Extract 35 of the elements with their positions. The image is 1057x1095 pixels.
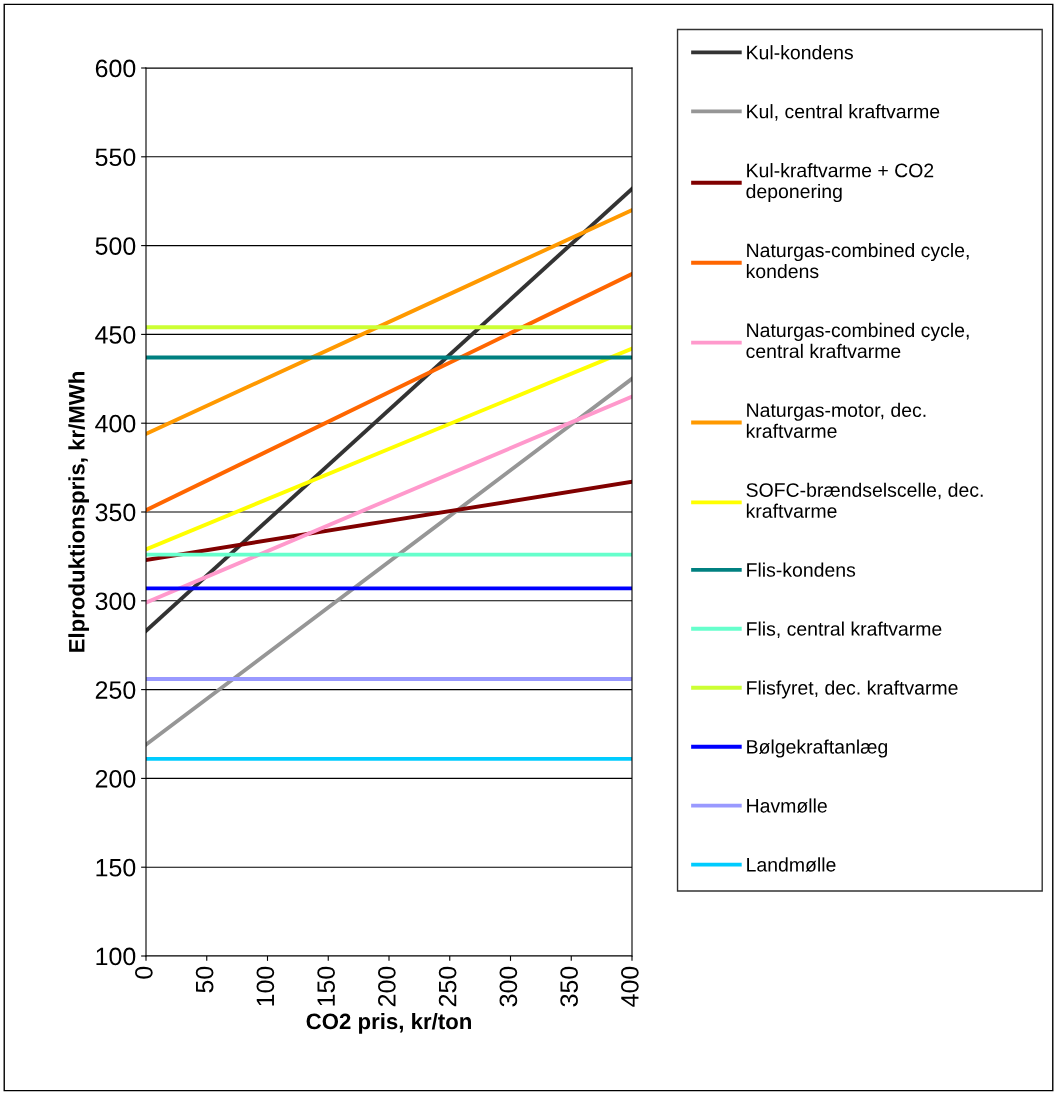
legend-label: Flisfyret, dec. kraftvarme [747, 680, 958, 699]
legend-label: Kul-kraftvarme + CO2 deponering [746, 163, 934, 203]
y-tick-label: 150 [96, 858, 136, 877]
legend-label: Havmølle [747, 798, 827, 813]
y-tick-label: 250 [95, 681, 136, 699]
y-tick-label: 100 [96, 947, 136, 966]
legend-label: Naturgas-combined cycle, central kraftvarme [746, 322, 969, 359]
x-tick-label: 150 [317, 966, 335, 1006]
y-axis-title: Elproduktionspris, kr/MWh [68, 372, 90, 652]
legend-label: Naturgas-motor, dec. kraftvarme [746, 402, 926, 438]
y-tick-label: 300 [95, 592, 136, 611]
legend-label: Kul, central kraftvarme [747, 104, 940, 121]
x-axis-title: CO2 pris, kr/ton [306, 1012, 471, 1034]
legend-label: Flis-kondens [747, 562, 856, 577]
x-tick-label: 350 [560, 966, 578, 1007]
x-tick-label: 50 [195, 966, 214, 993]
y-tick-label: 200 [95, 770, 136, 788]
legend-label: Kul-kondens [747, 45, 853, 60]
x-tick-label: 100 [256, 966, 275, 1006]
y-tick-label: 550 [95, 148, 136, 167]
y-tick-label: 500 [95, 237, 136, 255]
legend-label: Landmølle [747, 857, 836, 872]
legend-label: Naturgas-combined cycle, kondens [746, 242, 969, 279]
y-tick-label: 600 [95, 59, 136, 78]
y-tick-label: 450 [95, 326, 136, 344]
y-tick-label: 350 [95, 503, 136, 522]
legend-label: Flis, central kraftvarme [747, 621, 942, 639]
x-tick-label: 250 [438, 966, 457, 1007]
x-tick-label: 200 [378, 966, 396, 1007]
x-tick-label: 300 [499, 966, 518, 1007]
legend-label: SOFC-brændselscelle, dec. kraftvarme [746, 482, 983, 518]
legend-label: Bølgekraftanlæg [747, 739, 887, 758]
y-tick-label: 400 [95, 414, 136, 433]
x-tick-label: 400 [621, 966, 639, 1007]
x-tick-label: 0 [135, 966, 153, 979]
